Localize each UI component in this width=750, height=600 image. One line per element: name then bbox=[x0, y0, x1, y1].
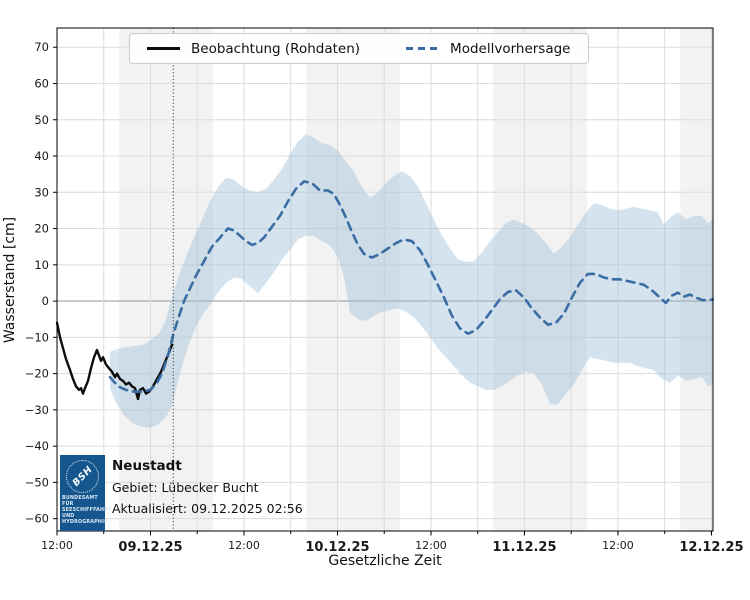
forecast-line-swatch bbox=[406, 47, 440, 50]
legend: Beobachtung (Rohdaten) Modellvorhersage bbox=[129, 33, 589, 64]
x-tick-label: 12.12.25 bbox=[679, 540, 743, 555]
bsh-logo-line: HYDROGRAPHIE bbox=[62, 519, 108, 525]
x-tick-label: 12:00 bbox=[228, 539, 260, 552]
uncertainty-band bbox=[110, 134, 713, 429]
y-tick-label: 40 bbox=[34, 149, 49, 163]
y-tick-label: 60 bbox=[34, 76, 49, 90]
y-tick-label: 70 bbox=[34, 40, 49, 54]
bsh-logo-line: UND bbox=[62, 513, 75, 519]
legend-observation-label: Beobachtung (Rohdaten) bbox=[191, 40, 361, 57]
observation-line-swatch bbox=[147, 47, 180, 50]
y-tick-label: 50 bbox=[34, 113, 49, 127]
station-area: Gebiet: Lübecker Bucht bbox=[112, 480, 259, 495]
y-tick-label: −30 bbox=[25, 403, 49, 417]
bsh-logo: BSH BUNDESAMT FÜR SEESCHIFFFAHRT UND HYD… bbox=[60, 455, 112, 531]
bsh-logo-line: SEESCHIFFFAHRT bbox=[62, 507, 112, 513]
x-tick-label: 12:00 bbox=[415, 539, 447, 552]
y-tick-label: 20 bbox=[34, 222, 49, 236]
y-tick-label: −20 bbox=[25, 367, 49, 381]
bsh-acronym: BSH bbox=[70, 464, 95, 489]
y-tick-label: 30 bbox=[34, 185, 49, 199]
y-tick-label: −10 bbox=[25, 330, 49, 344]
station-name: Neustadt bbox=[112, 458, 182, 474]
bsh-logo-text: BUNDESAMT FÜR SEESCHIFFFAHRT UND HYDROGR… bbox=[62, 496, 112, 526]
x-tick-label: 12:00 bbox=[41, 539, 73, 552]
x-axis-title: Gesetzliche Zeit bbox=[328, 553, 442, 569]
y-tick-label: 0 bbox=[42, 294, 49, 308]
legend-forecast-label: Modellvorhersage bbox=[450, 40, 571, 57]
legend-item-forecast: Modellvorhersage bbox=[406, 40, 571, 57]
legend-item-observation: Beobachtung (Rohdaten) bbox=[147, 41, 360, 57]
night-shading-band bbox=[680, 28, 713, 531]
x-tick-label: 09.12.25 bbox=[118, 540, 182, 555]
x-tick-label: 10.12.25 bbox=[305, 540, 369, 555]
plot-frame bbox=[56, 27, 714, 532]
bsh-emblem-icon: BSH bbox=[66, 460, 99, 493]
bsh-logo-line: BUNDESAMT FÜR bbox=[62, 496, 98, 507]
y-tick-label: −40 bbox=[25, 439, 49, 453]
station-updated: Aktualisiert: 09.12.2025 02:56 bbox=[112, 501, 303, 516]
x-tick-label: 11.12.25 bbox=[492, 540, 556, 555]
y-tick-label: −50 bbox=[25, 475, 49, 489]
station-info-text: Neustadt Gebiet: Lübecker Bucht Aktualis… bbox=[112, 455, 303, 516]
y-axis-title: Wasserstand [cm] bbox=[2, 216, 18, 344]
y-tick-label: 10 bbox=[34, 258, 49, 272]
x-tick-label: 12:00 bbox=[602, 539, 634, 552]
forecast-line bbox=[108, 180, 715, 393]
station-info-box: BSH BUNDESAMT FÜR SEESCHIFFFAHRT UND HYD… bbox=[60, 455, 303, 531]
y-tick-label: −60 bbox=[25, 512, 49, 526]
